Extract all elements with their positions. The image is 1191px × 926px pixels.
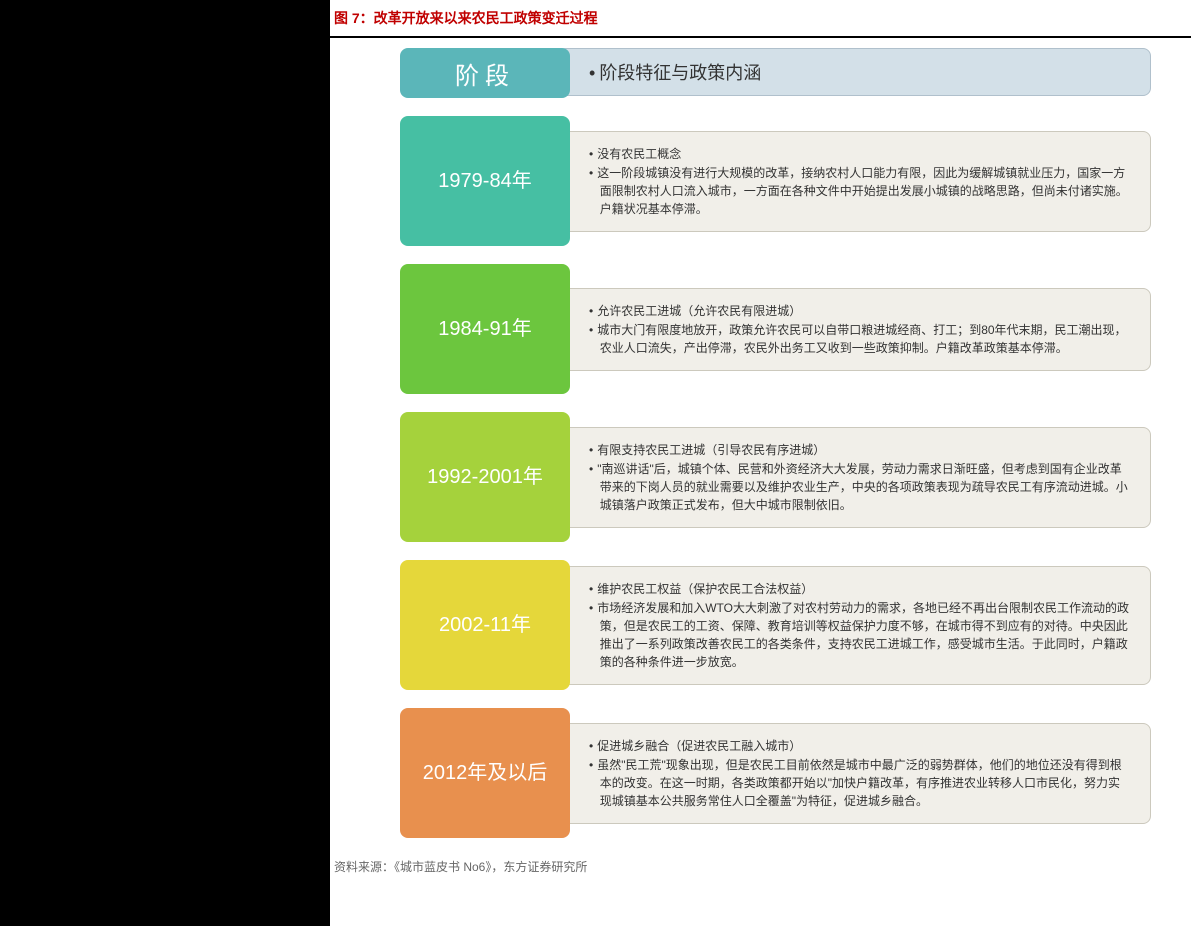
stage-desc: 没有农民工概念这一阶段城镇没有进行大规模的改革，接纳农村人口能力有限，因此为缓解… bbox=[558, 131, 1151, 232]
stage-desc: 有限支持农民工进城（引导农民有序进城）"南巡讲话"后，城镇个体、民营和外资经济大… bbox=[558, 427, 1151, 528]
stage-desc: 维护农民工权益（保护农民工合法权益）市场经济发展和加入WTO大大刺激了对农村劳动… bbox=[558, 566, 1151, 685]
stage-bullet: 城市大门有限度地放开，政策允许农民可以自带口粮进城经商、打工；到80年代末期，民… bbox=[589, 321, 1130, 357]
stage-row: 1984-91年允许农民工进城（允许农民有限进城）城市大门有限度地放开，政策允许… bbox=[400, 264, 1191, 394]
stage-desc: 允许农民工进城（允许农民有限进城）城市大门有限度地放开，政策允许农民可以自带口粮… bbox=[558, 288, 1151, 371]
stage-bullet: 没有农民工概念 bbox=[589, 145, 1130, 163]
stage-period-box: 1992-2001年 bbox=[400, 412, 570, 542]
stage-period-box: 2002-11年 bbox=[400, 560, 570, 690]
stage-bullet: 促进城乡融合（促进农民工融入城市） bbox=[589, 737, 1130, 755]
stage-bullet: 维护农民工权益（保护农民工合法权益） bbox=[589, 580, 1130, 598]
stage-row: 1992-2001年有限支持农民工进城（引导农民有序进城）"南巡讲话"后，城镇个… bbox=[400, 412, 1191, 542]
stage-period-box: 1984-91年 bbox=[400, 264, 570, 394]
stage-desc-wrap: 没有农民工概念这一阶段城镇没有进行大规模的改革，接纳农村人口能力有限，因此为缓解… bbox=[558, 116, 1151, 246]
stage-desc: 促进城乡融合（促进农民工融入城市）虽然"民工荒"现象出现，但是农民工目前依然是城… bbox=[558, 723, 1151, 824]
stage-bullet: 市场经济发展和加入WTO大大刺激了对农村劳动力的需求，各地已经不再出台限制农民工… bbox=[589, 599, 1130, 671]
stage-desc-wrap: 有限支持农民工进城（引导农民有序进城）"南巡讲话"后，城镇个体、民营和外资经济大… bbox=[558, 412, 1151, 542]
stage-desc-wrap: 允许农民工进城（允许农民有限进城）城市大门有限度地放开，政策允许农民可以自带口粮… bbox=[558, 264, 1151, 394]
header-desc-text: 阶段特征与政策内涵 bbox=[589, 63, 761, 83]
page-container: 图 7：改革开放来以来农民工政策变迁过程 阶段 阶段特征与政策内涵 1979-8… bbox=[330, 0, 1191, 926]
stages-container: 1979-84年没有农民工概念这一阶段城镇没有进行大规模的改革，接纳农村人口能力… bbox=[330, 116, 1191, 838]
stage-bullet: 虽然"民工荒"现象出现，但是农民工目前依然是城市中最广泛的弱势群体，他们的地位还… bbox=[589, 756, 1130, 810]
stage-period-box: 1979-84年 bbox=[400, 116, 570, 246]
stage-period-box: 2012年及以后 bbox=[400, 708, 570, 838]
stage-desc-wrap: 维护农民工权益（保护农民工合法权益）市场经济发展和加入WTO大大刺激了对农村劳动… bbox=[558, 560, 1151, 690]
stage-bullet: "南巡讲话"后，城镇个体、民营和外资经济大大发展，劳动力需求日渐旺盛，但考虑到国… bbox=[589, 460, 1130, 514]
stage-desc-wrap: 促进城乡融合（促进农民工融入城市）虽然"民工荒"现象出现，但是农民工目前依然是城… bbox=[558, 708, 1151, 838]
header-desc-wrap: 阶段特征与政策内涵 bbox=[558, 48, 1151, 96]
stage-bullet: 有限支持农民工进城（引导农民有序进城） bbox=[589, 441, 1130, 459]
header-desc: 阶段特征与政策内涵 bbox=[558, 48, 1151, 96]
stage-row: 2012年及以后促进城乡融合（促进农民工融入城市）虽然"民工荒"现象出现，但是农… bbox=[400, 708, 1191, 838]
stage-row: 1979-84年没有农民工概念这一阶段城镇没有进行大规模的改革，接纳农村人口能力… bbox=[400, 116, 1191, 246]
header-stage-box: 阶段 bbox=[400, 48, 570, 98]
header-row: 阶段 阶段特征与政策内涵 bbox=[400, 48, 1191, 98]
source-text: 资料来源：《城市蓝皮书 No6》，东方证券研究所 bbox=[334, 858, 1191, 875]
figure-title: 图 7：改革开放来以来农民工政策变迁过程 bbox=[330, 0, 1191, 38]
stage-bullet: 允许农民工进城（允许农民有限进城） bbox=[589, 302, 1130, 320]
stage-bullet: 这一阶段城镇没有进行大规模的改革，接纳农村人口能力有限，因此为缓解城镇就业压力，… bbox=[589, 164, 1130, 218]
stage-row: 2002-11年维护农民工权益（保护农民工合法权益）市场经济发展和加入WTO大大… bbox=[400, 560, 1191, 690]
